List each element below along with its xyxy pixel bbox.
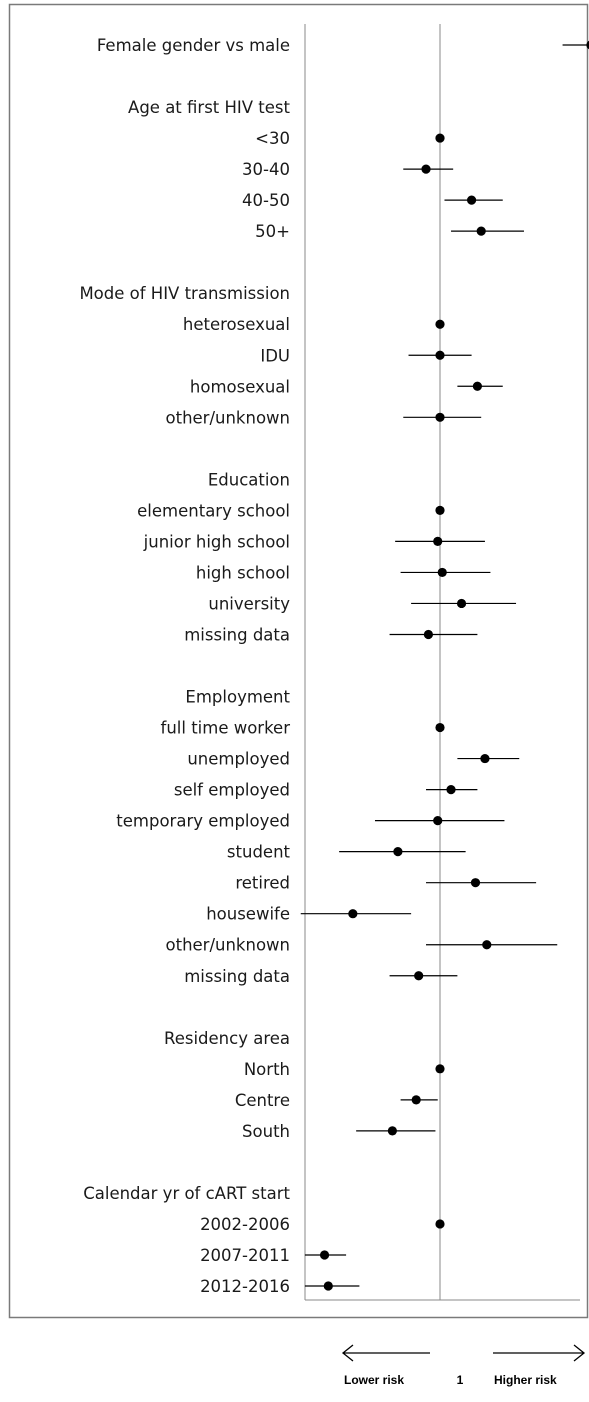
estimate-point [323,1281,333,1291]
estimate-point [435,319,445,329]
row-label: housewife [206,905,290,924]
estimate-point [433,536,443,547]
row-label: temporary employed [116,812,290,831]
row-heading: Residency area [164,1029,290,1048]
row-label: 30-40 [242,160,290,179]
row-heading: Calendar yr of cART start [83,1184,290,1203]
row-label: 2007-2011 [200,1246,290,1265]
lower-risk-label: Lower risk [344,1373,404,1387]
estimate-point [435,133,445,143]
estimate-point [435,722,445,733]
estimate-point [348,909,358,919]
estimate-point [387,1126,397,1136]
estimate-point [319,1250,330,1260]
row-label: missing data [184,967,290,986]
center-one-label: 1 [457,1373,464,1387]
estimate-point [411,1095,421,1105]
row-label: 2002-2006 [200,1215,290,1234]
row-heading: Employment [185,688,290,707]
row-heading: Mode of HIV transmission [79,284,290,303]
estimate-point [437,567,447,578]
estimate-point [414,971,424,981]
row-label: 40-50 [242,191,290,210]
row-label: <30 [255,129,290,148]
plot-frame [8,3,589,1319]
row-label: other/unknown [166,936,291,955]
row-label: elementary school [137,501,290,520]
right-arrow-icon [493,1344,586,1362]
row-label: unemployed [187,750,290,769]
row-labels: Female gender vs male Age at first HIV te… [79,36,290,1296]
row-label: high school [196,563,290,582]
estimate-point [480,753,490,764]
estimate-point [433,816,443,826]
estimate-point [472,381,483,391]
row-label: self employed [174,781,290,800]
row-label: heterosexual [183,315,290,334]
row-heading: Age at first HIV test [128,98,290,117]
row-heading: Education [208,470,290,489]
row-label: Female gender vs male [97,36,290,55]
estimate-point [446,785,456,795]
row-label: retired [235,874,290,893]
row-label: university [208,594,290,613]
row-label: student [227,843,291,862]
row-label: 2012-2016 [200,1277,290,1296]
estimate-point [482,940,492,950]
estimate-point [466,195,477,205]
estimate-point [435,1064,445,1074]
row-label: other/unknown [166,408,291,427]
row-marks [300,40,589,1291]
estimate-point [421,164,431,174]
higher-risk-label: Higher risk [494,1373,557,1387]
estimate-point [393,847,403,857]
estimate-point [470,878,481,888]
row-label: North [244,1060,290,1079]
row-label: full time worker [161,719,291,738]
estimate-point [476,226,486,236]
row-label: 50+ [255,222,290,241]
left-arrow-icon [341,1344,430,1362]
estimate-point [435,350,445,360]
estimate-point [435,412,445,422]
row-label: Centre [235,1091,290,1110]
footer: Lower risk 1 Higher risk [341,1344,586,1387]
row-label: homosexual [190,377,290,396]
row-label: junior high school [143,532,290,551]
estimate-point [435,505,445,515]
estimate-point [423,629,434,640]
row-label: missing data [184,625,290,644]
estimate-point [586,40,589,50]
row-label: South [242,1122,290,1141]
estimate-point [456,598,467,609]
estimate-point [435,1219,445,1229]
row-label: IDU [260,346,290,365]
